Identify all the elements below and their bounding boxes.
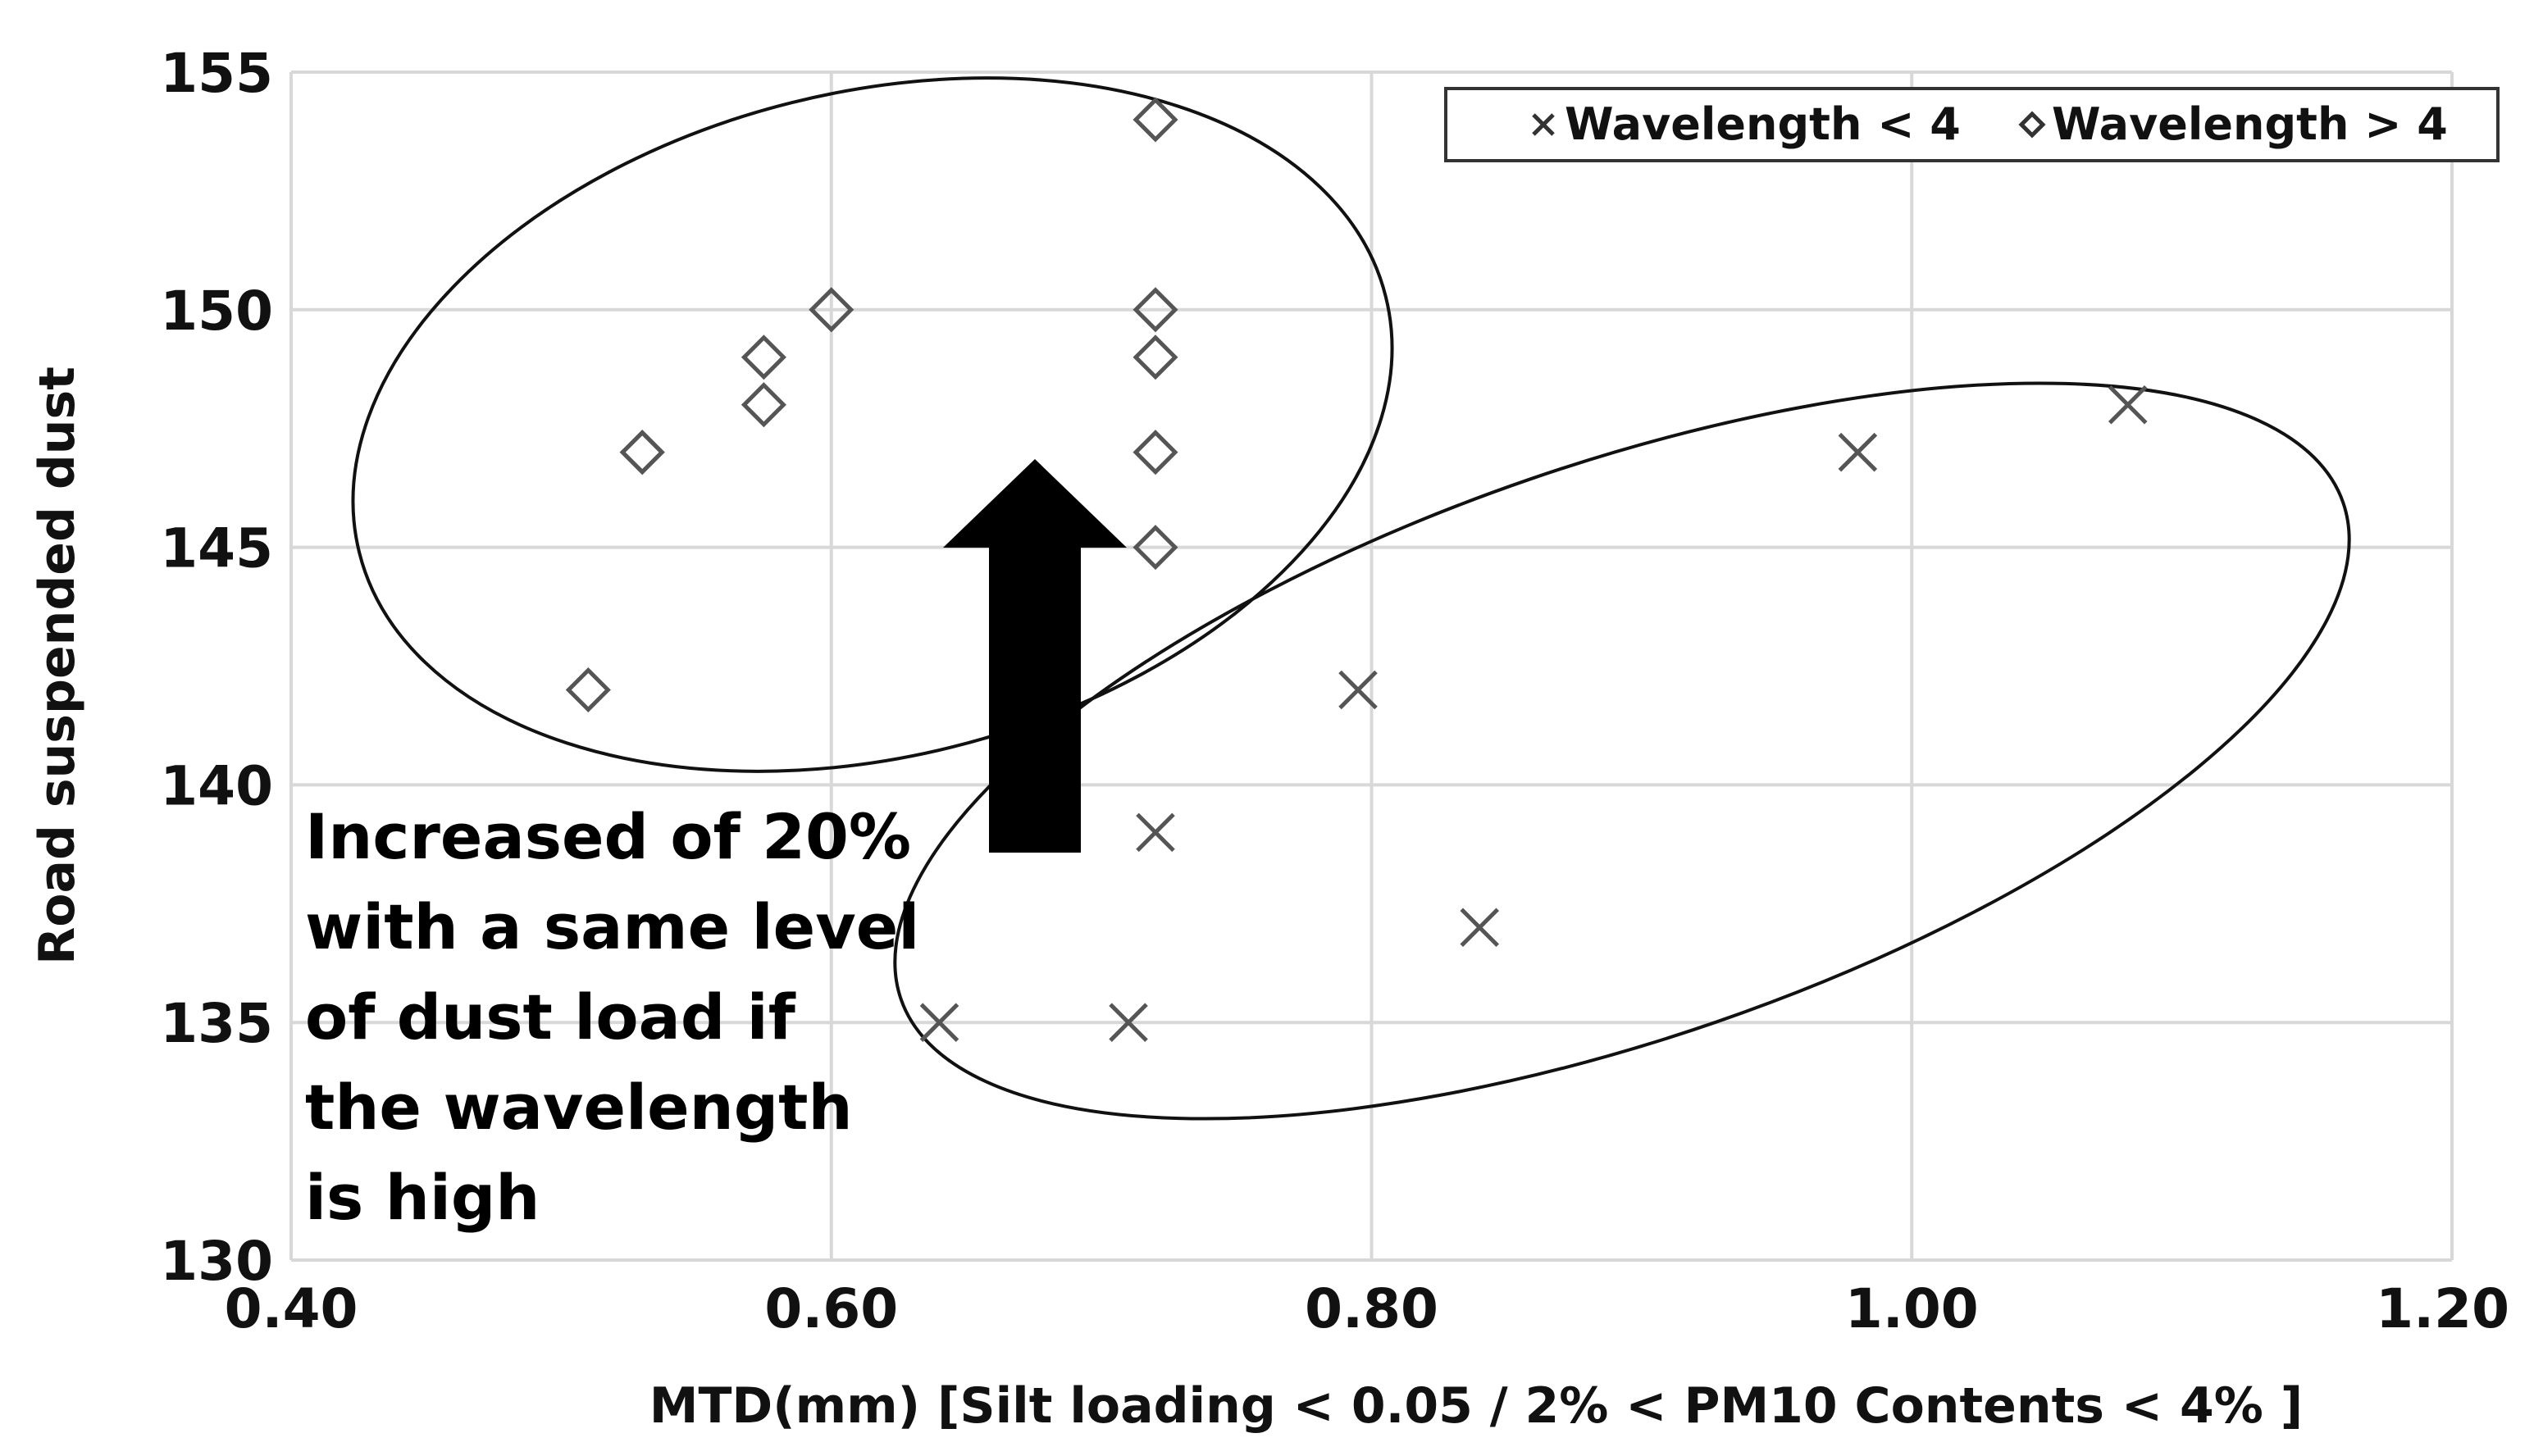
legend-label-0: Wavelength < 4 <box>1565 98 1961 150</box>
data-point-diamond <box>1133 97 1178 143</box>
y-tick-label: 135 <box>160 992 273 1055</box>
data-point-x <box>1460 908 1500 948</box>
annotation-line-4: is high <box>305 1161 540 1234</box>
y-tick-label: 140 <box>160 754 273 817</box>
data-point-diamond <box>1133 334 1178 380</box>
data-point-diamond <box>809 287 855 333</box>
legend-label-1: Wavelength > 4 <box>2052 98 2448 150</box>
x-tick-label: 0.60 <box>764 1277 898 1340</box>
legend: Wavelength < 4 Wavelength > 4 <box>1444 87 2500 162</box>
upper-cluster-ellipse <box>351 76 1394 773</box>
data-point-diamond <box>1133 525 1178 571</box>
legend-marker-diamond <box>2018 111 2046 139</box>
data-point-x <box>1338 670 1378 710</box>
y-tick-labels: 130 135 140 145 150 155 <box>160 42 273 1293</box>
data-point-x <box>2108 384 2148 425</box>
y-tick-label: 145 <box>160 517 273 580</box>
data-point-x <box>1109 1003 1148 1042</box>
x-tick-label: 1.00 <box>1845 1277 1979 1340</box>
y-tick-label: 130 <box>160 1230 273 1293</box>
data-point-diamond <box>741 334 786 380</box>
x-tick-labels: 0.40 0.60 0.80 1.00 1.20 <box>225 1277 2509 1340</box>
y-tick-label: 150 <box>160 280 273 343</box>
legend-box <box>1444 87 2500 162</box>
data-point-diamond <box>1133 287 1178 333</box>
data-points <box>565 97 2148 1042</box>
y-tick-label: 155 <box>160 42 273 105</box>
data-point-diamond <box>741 382 786 428</box>
x-tick-label: 0.40 <box>225 1277 358 1340</box>
legend-diamond-icon <box>2018 111 2046 139</box>
annotation-line-3: the wavelength <box>305 1071 853 1144</box>
grid-lines <box>289 71 2454 1262</box>
lower-cluster-ellipse <box>893 381 2351 1121</box>
y-axis-title: Road suspended dust <box>29 366 86 965</box>
legend-marker-x <box>1532 113 1555 136</box>
x-axis-title: MTD(mm) [Silt loading < 0.05 / 2% < PM10… <box>649 1377 2303 1435</box>
annotation-line-2: of dust load if <box>305 981 796 1053</box>
x-tick-label: 1.20 <box>2376 1277 2509 1340</box>
annotation-line-0: Increased of 20% <box>305 800 911 873</box>
data-point-x <box>1136 812 1175 853</box>
data-point-diamond <box>619 430 665 475</box>
data-point-diamond <box>565 667 611 713</box>
data-point-diamond <box>1133 430 1178 475</box>
legend-x-icon <box>1532 113 1555 136</box>
annotation: Increased of 20% with a same level of du… <box>305 800 919 1234</box>
data-point-x <box>919 1003 959 1042</box>
data-point-x <box>1838 432 1878 472</box>
up-arrow-icon <box>943 459 1127 853</box>
annotation-line-1: with a same level <box>305 890 919 963</box>
x-tick-label: 0.80 <box>1305 1277 1438 1340</box>
